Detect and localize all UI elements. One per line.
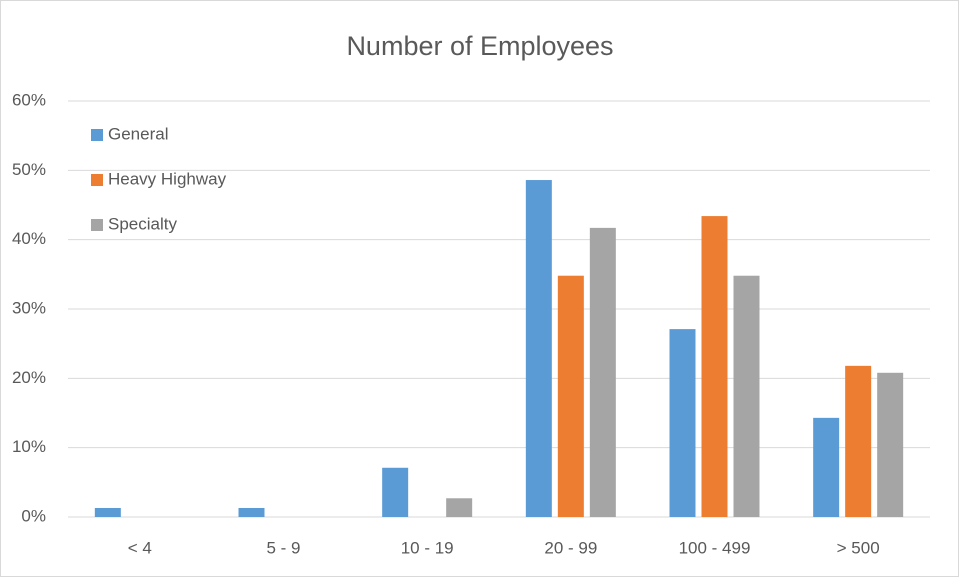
y-tick-label: 20% (12, 368, 46, 387)
y-tick-label: 30% (12, 298, 46, 317)
legend-label: General (108, 124, 168, 143)
bar (669, 329, 696, 517)
x-tick-label: 10 - 19 (401, 538, 454, 557)
x-tick-label: < 4 (128, 538, 152, 557)
y-tick-label: 50% (12, 160, 46, 179)
x-tick-label: 20 - 99 (544, 538, 597, 557)
legend-label: Heavy Highway (108, 169, 227, 188)
y-tick-label: 40% (12, 229, 46, 248)
bar (238, 507, 265, 517)
bar (733, 275, 760, 517)
x-tick-label: > 500 (837, 538, 880, 557)
legend-swatch (91, 174, 103, 186)
x-tick-label: 5 - 9 (266, 538, 300, 557)
bar (94, 507, 121, 517)
bar (557, 275, 584, 517)
y-tick-label: 0% (21, 506, 46, 525)
bar (446, 498, 473, 517)
y-tick-label: 60% (12, 90, 46, 109)
bar (589, 227, 616, 517)
bar (525, 180, 552, 518)
bar (813, 417, 840, 517)
legend-label: Specialty (108, 214, 177, 233)
bar (877, 372, 904, 517)
y-tick-label: 10% (12, 437, 46, 456)
bar (382, 467, 409, 517)
chart-title: Number of Employees (346, 31, 613, 61)
bar (701, 216, 728, 518)
legend-swatch (91, 129, 103, 141)
bar (845, 365, 872, 517)
legend-swatch (91, 219, 103, 231)
x-tick-label: 100 - 499 (679, 538, 751, 557)
